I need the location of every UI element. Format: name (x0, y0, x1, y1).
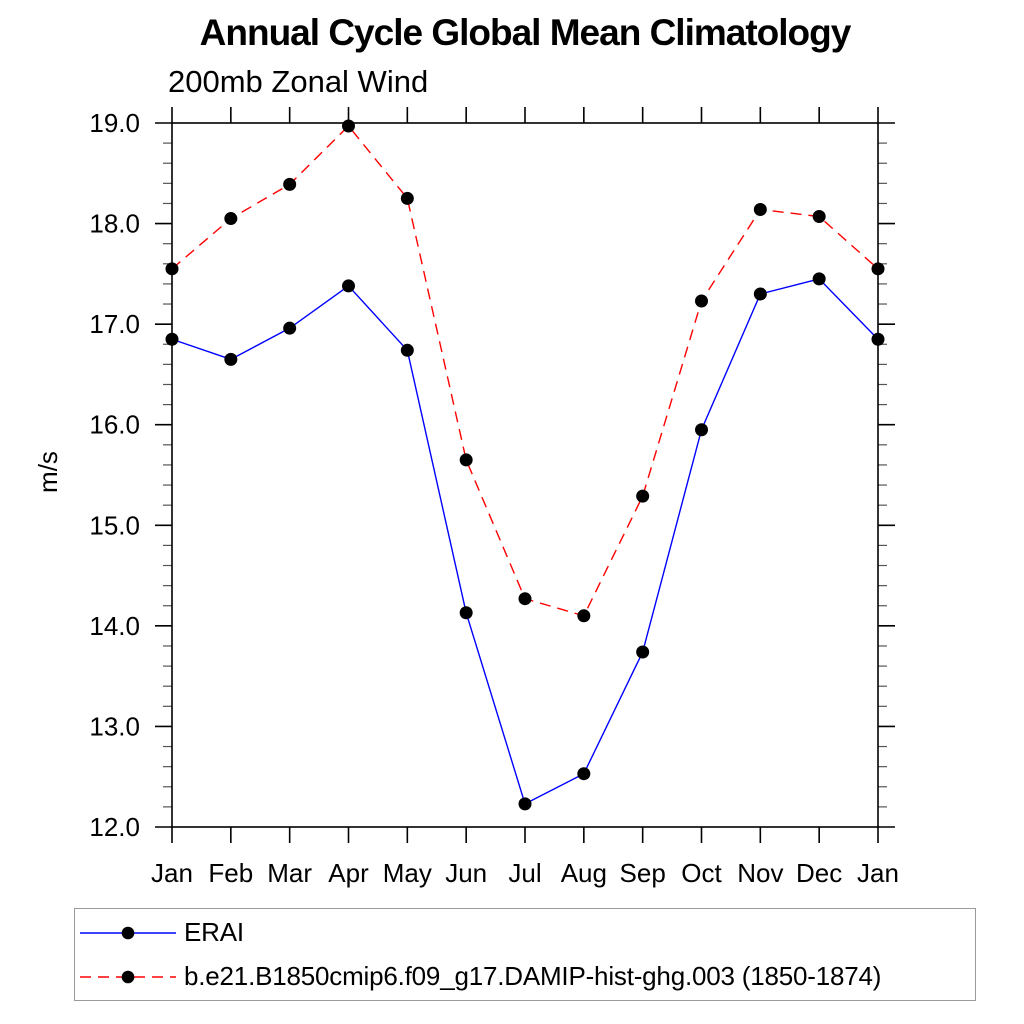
data-point (695, 294, 708, 308)
x-tick-label: Apr (328, 858, 369, 888)
data-point (636, 645, 650, 659)
x-tick-label: May (383, 858, 432, 888)
data-point (577, 767, 591, 781)
data-point (400, 343, 414, 357)
y-tick-label: 13.0 (89, 711, 140, 741)
y-tick-label: 17.0 (89, 309, 140, 339)
legend-item-erai: ERAI (78, 913, 975, 953)
x-tick-label: Jan (857, 858, 899, 888)
legend-item-model: b.e21.B1850cmip6.f09_g17.DAMIP-hist-ghg.… (78, 957, 975, 997)
data-point (400, 191, 414, 205)
x-tick-label: Jan (151, 858, 193, 888)
series-line-0 (171, 278, 879, 805)
data-point (165, 262, 179, 276)
series-lines (165, 119, 885, 811)
data-point (224, 212, 238, 226)
legend-solid-line-icon (80, 926, 176, 939)
series-line-1 (171, 124, 879, 617)
plot-frame (171, 122, 879, 828)
data-point (518, 797, 532, 811)
legend-dashed-line-icon (80, 970, 176, 983)
y-tick-label: 12.0 (89, 812, 140, 842)
data-point (459, 453, 473, 467)
x-tick-label: Mar (267, 858, 312, 888)
data-point (695, 423, 708, 437)
data-point (165, 332, 179, 346)
x-tick-label: Jul (508, 858, 541, 888)
x-tick-label: Aug (561, 858, 607, 888)
data-point (636, 489, 650, 503)
chart-subtitle: 200mb Zonal Wind (168, 64, 429, 99)
data-point (459, 606, 473, 620)
data-point (871, 332, 885, 346)
data-point (342, 119, 355, 133)
legend-label-model: b.e21.B1850cmip6.f09_g17.DAMIP-hist-ghg.… (184, 961, 882, 991)
y-axis-label: m/s (33, 451, 63, 493)
data-point (518, 592, 532, 606)
data-point (342, 279, 355, 293)
x-tick-label: Jun (445, 858, 487, 888)
data-point (283, 321, 297, 335)
y-tick-label: 14.0 (89, 611, 140, 641)
data-point (753, 202, 767, 216)
x-tick-label: Sep (620, 858, 666, 888)
data-point (812, 272, 826, 286)
x-tick-label: Nov (737, 858, 783, 888)
x-tick-label: Dec (796, 858, 842, 888)
y-tick-label: 19.0 (89, 108, 140, 138)
data-point (577, 609, 591, 623)
axes (155, 107, 895, 843)
data-point (871, 262, 885, 276)
legend-label-erai: ERAI (184, 917, 244, 947)
y-tick-label: 15.0 (89, 510, 140, 540)
data-point (224, 352, 238, 366)
data-point (753, 287, 767, 301)
legend: ERAI b.e21.B1850cmip6.f09_g17.DAMIP-hist… (74, 908, 976, 1001)
tick-labels: 12.0 13.0 14.0 15.0 16.0 17.0 18.0 19.0 Jan Feb Ma… (89, 108, 899, 888)
chart-title: Annual Cycle Global Mean Climatology (199, 12, 852, 53)
data-point (283, 177, 297, 191)
x-tick-label: Oct (681, 858, 722, 888)
x-tick-label: Feb (208, 858, 253, 888)
y-tick-label: 16.0 (89, 410, 140, 440)
y-tick-label: 18.0 (89, 209, 140, 239)
data-point (812, 210, 826, 224)
